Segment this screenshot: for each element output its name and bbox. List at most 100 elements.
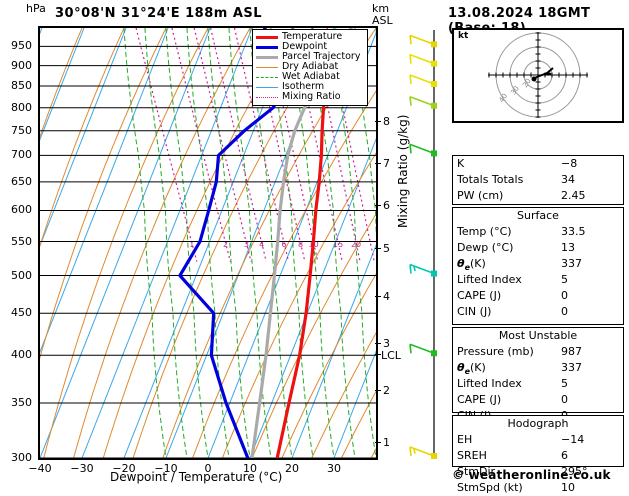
height-tick-label: 6 <box>383 199 390 212</box>
hodograph-panel: 20 30 40 <box>452 25 624 125</box>
legend-swatch <box>256 55 278 59</box>
most-unstable-section-title: Most Unstable <box>498 329 578 342</box>
hodograph-trace <box>532 67 554 80</box>
temperature-tick-label: 20 <box>285 462 299 475</box>
temperature-tick-label: −40 <box>28 462 52 475</box>
legend-label: Temperature <box>282 31 343 42</box>
legend-label: Mixing Ratio <box>282 91 341 102</box>
table-row: Lifted Index 5 <box>453 272 623 288</box>
wind-barb <box>409 143 437 157</box>
table-row-key: SREH <box>457 449 487 462</box>
table-row-key: PW (cm) <box>457 189 504 202</box>
hodograph-stats-table: Hodograph EH −14 SREH 6 StmDir 295° StmSpd (kt)… <box>452 415 624 494</box>
surface-section-title: Surface <box>517 209 559 222</box>
legend-label: Parcel Trajectory <box>282 51 361 62</box>
legend-label: Isotherm <box>282 81 325 92</box>
legend-swatch <box>256 86 278 88</box>
hodograph-ring-label: 30 <box>509 85 521 97</box>
table-row-value: 2.45 <box>561 189 586 202</box>
table-row-value: 33.5 <box>561 225 586 238</box>
height-tick-mark <box>375 442 381 443</box>
table-row-key: StmDir <box>457 465 496 478</box>
hodograph-unit-label: kt <box>458 31 469 41</box>
height-tick-label: 5 <box>383 242 390 255</box>
height-tick-mark <box>375 121 381 122</box>
height-tick-mark <box>375 248 381 249</box>
table-row-value: 337 <box>561 257 582 270</box>
pressure-tick-label: 450 <box>11 306 32 320</box>
legend-swatch <box>256 45 278 49</box>
table-row: Totals Totals 34 <box>453 172 623 188</box>
height-tick-label: 3 <box>383 337 390 350</box>
pressure-tick-label: 800 <box>11 100 32 114</box>
table-row: CIN (J) 0 <box>453 304 623 320</box>
table-row: Dewp (°C) 13 <box>453 240 623 256</box>
svg-text:2: 2 <box>223 240 228 249</box>
svg-text:4: 4 <box>259 240 264 249</box>
height-tick-mark <box>375 163 381 164</box>
svg-text:1: 1 <box>189 240 194 249</box>
skewt-canvas: 1 2 3 4 6 8 10 15 20 <box>40 28 376 458</box>
legend-item: Isotherm <box>256 82 364 92</box>
temperature-tick-label: 10 <box>243 462 257 475</box>
table-row: EH −14 <box>453 432 623 448</box>
copyright-credit: © weatheronline.co.uk <box>452 468 611 482</box>
table-row-key: K <box>457 157 465 170</box>
table-row: Lifted Index 5 <box>453 376 623 392</box>
wind-barb <box>409 95 437 109</box>
table-row: CAPE (J) 0 <box>453 392 623 408</box>
height-tick-label: 8 <box>383 115 390 128</box>
table-row-key: Totals Totals <box>457 173 524 186</box>
table-row-value: 337 <box>561 361 582 374</box>
pressure-tick-label: 500 <box>11 268 32 282</box>
temperature-tick-label: 0 <box>204 462 212 475</box>
table-row: PW (cm) 2.45 <box>453 188 623 204</box>
temperature-tick-label: −20 <box>112 462 136 475</box>
height-tick-mark <box>375 343 381 344</box>
legend-label: Dry Adiabat <box>282 61 339 72</box>
temperature-tick-label: 30 <box>327 462 341 475</box>
table-row-value: 0 <box>561 289 568 302</box>
table-row: θe(K) 337 <box>453 256 623 272</box>
svg-text:3: 3 <box>244 240 249 249</box>
table-row-value: −8 <box>561 157 578 170</box>
table-row-value: 0 <box>561 305 568 318</box>
svg-text:20: 20 <box>351 240 361 249</box>
legend-swatch <box>256 35 278 39</box>
legend-swatch <box>256 76 278 78</box>
table-row-key: Lifted Index <box>457 273 522 286</box>
indices-table: K −8 Totals Totals 34 PW (cm) 2.45 <box>452 155 624 205</box>
table-row: θe(K) 337 <box>453 360 623 376</box>
table-row-value: 34 <box>561 173 575 186</box>
table-row: StmSpd (kt) 10 <box>453 480 623 496</box>
height-datum-label: ASL <box>372 14 393 27</box>
legend-item: Wet Adiabat <box>256 72 364 82</box>
legend-swatch <box>256 96 278 98</box>
legend-item: Dry Adiabat <box>256 62 364 72</box>
svg-text:6: 6 <box>282 240 287 249</box>
table-row: StmDir 295° <box>453 464 623 480</box>
pressure-tick-label: 600 <box>11 203 32 217</box>
pressure-tick-label: 550 <box>11 234 32 248</box>
height-unit-label: km <box>372 2 390 15</box>
table-row-value: 5 <box>561 273 568 286</box>
lcl-label: LCL <box>381 349 401 362</box>
pressure-tick-label: 850 <box>11 79 32 93</box>
pressure-tick-label: 700 <box>11 148 32 162</box>
height-tick-label: 7 <box>383 157 390 170</box>
table-row-value: 0 <box>561 393 568 406</box>
legend-swatch <box>256 66 278 68</box>
table-row-key: Dewp (°C) <box>457 241 514 254</box>
table-row-key: θe(K) <box>457 257 486 273</box>
table-row: CAPE (J) 0 <box>453 288 623 304</box>
pressure-unit-label: hPa <box>26 2 46 15</box>
hodograph-ring-label: 20 <box>521 77 533 89</box>
lcl-tick-mark <box>375 354 381 355</box>
table-row-key: StmSpd (kt) <box>457 481 523 494</box>
pressure-tick-label: 900 <box>11 58 32 72</box>
height-tick-mark <box>375 205 381 206</box>
hodograph-ring-label: 40 <box>498 92 510 104</box>
most-unstable-table: Most Unstable Pressure (mb) 987 θe(K) 337 Lif… <box>452 327 624 422</box>
table-row-key: CAPE (J) <box>457 289 502 302</box>
